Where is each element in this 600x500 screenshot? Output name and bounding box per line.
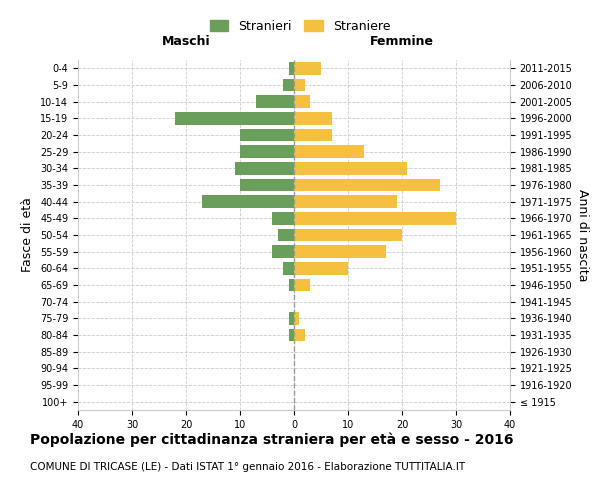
Bar (283, 79, 294, 92)
Text: COMUNE DI TRICASE (LE) - Dati ISTAT 1° gennaio 2016 - Elaborazione TUTTITALIA.IT: COMUNE DI TRICASE (LE) - Dati ISTAT 1° g… (30, 462, 465, 472)
Bar (289, 279, 294, 291)
Bar (294, 162, 407, 174)
Bar (294, 312, 299, 324)
Bar (272, 212, 294, 224)
Bar (294, 129, 332, 141)
Bar (294, 179, 440, 192)
Bar (294, 229, 402, 241)
Bar (294, 212, 456, 224)
Text: Femmine: Femmine (370, 36, 434, 49)
Bar (294, 146, 364, 158)
Bar (294, 329, 305, 341)
Text: Maschi: Maschi (161, 36, 211, 49)
Bar (283, 262, 294, 274)
Bar (256, 96, 294, 108)
Bar (235, 162, 294, 174)
Bar (202, 196, 294, 208)
Bar (289, 312, 294, 324)
Bar (294, 246, 386, 258)
Bar (294, 279, 310, 291)
Legend: Stranieri, Straniere: Stranieri, Straniere (206, 16, 394, 37)
Bar (272, 246, 294, 258)
Text: Popolazione per cittadinanza straniera per età e sesso - 2016: Popolazione per cittadinanza straniera p… (30, 432, 514, 447)
Bar (289, 329, 294, 341)
Bar (294, 112, 332, 124)
Bar (175, 112, 294, 124)
Bar (294, 79, 305, 92)
Bar (240, 146, 294, 158)
Bar (240, 129, 294, 141)
Bar (294, 262, 348, 274)
Y-axis label: Fasce di età: Fasce di età (22, 198, 34, 272)
Bar (289, 62, 294, 74)
Bar (240, 179, 294, 192)
Bar (294, 62, 321, 74)
Bar (294, 196, 397, 208)
Y-axis label: Anni di nascita: Anni di nascita (576, 188, 589, 281)
Bar (278, 229, 294, 241)
Bar (294, 96, 310, 108)
